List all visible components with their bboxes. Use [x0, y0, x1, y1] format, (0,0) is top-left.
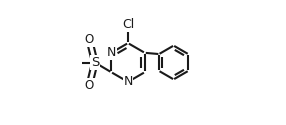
Text: N: N	[123, 75, 133, 88]
Text: O: O	[85, 33, 94, 46]
Text: O: O	[85, 79, 94, 92]
Text: S: S	[91, 56, 99, 69]
Text: N: N	[106, 46, 116, 59]
Text: Cl: Cl	[122, 18, 134, 32]
